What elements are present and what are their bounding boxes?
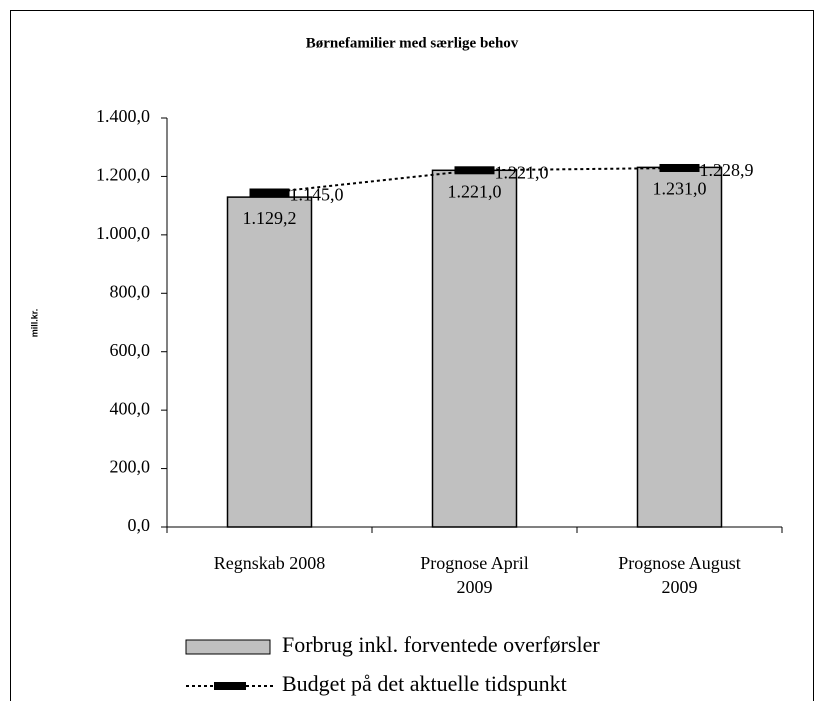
bar-value-label: 1.221,0 (448, 181, 502, 201)
y-tick-label: 0,0 (128, 515, 151, 535)
line-value-label: 1.228,9 (700, 160, 754, 180)
y-tick-label: 600,0 (110, 340, 151, 360)
y-tick-label: 200,0 (110, 457, 151, 477)
budget-marker (454, 166, 495, 175)
bar (636, 166, 723, 528)
x-tick-label: Prognose August 2009 (618, 553, 741, 597)
legend-label: Budget på det aktuelle tidspunkt (282, 671, 567, 696)
budget-marker (659, 163, 700, 172)
y-tick-label: 800,0 (110, 281, 151, 301)
legend-swatch (185, 639, 271, 655)
line-value-label: 1.145,0 (290, 185, 344, 205)
y-axis-label: mill.kr. (29, 309, 39, 338)
y-tick-label: 400,0 (110, 398, 151, 418)
bar-value-label: 1.129,2 (243, 208, 297, 228)
bar-value-label: 1.231,0 (653, 178, 707, 198)
budget-marker (249, 188, 290, 197)
x-tick-label: Regnskab 2008 (214, 553, 326, 573)
legend-label: Forbrug inkl. forventede overførsler (282, 632, 600, 657)
bar (431, 169, 518, 528)
bar (226, 196, 313, 528)
line-value-label: 1.221,0 (495, 162, 549, 182)
chart-title: Børnefamilier med særlige behov (306, 35, 519, 51)
legend-marker (214, 682, 246, 690)
y-tick-label: 1.400,0 (96, 106, 150, 126)
y-tick-label: 1.000,0 (96, 223, 150, 243)
x-tick-label: Prognose April 2009 (420, 553, 529, 597)
y-tick-label: 1.200,0 (96, 165, 150, 185)
